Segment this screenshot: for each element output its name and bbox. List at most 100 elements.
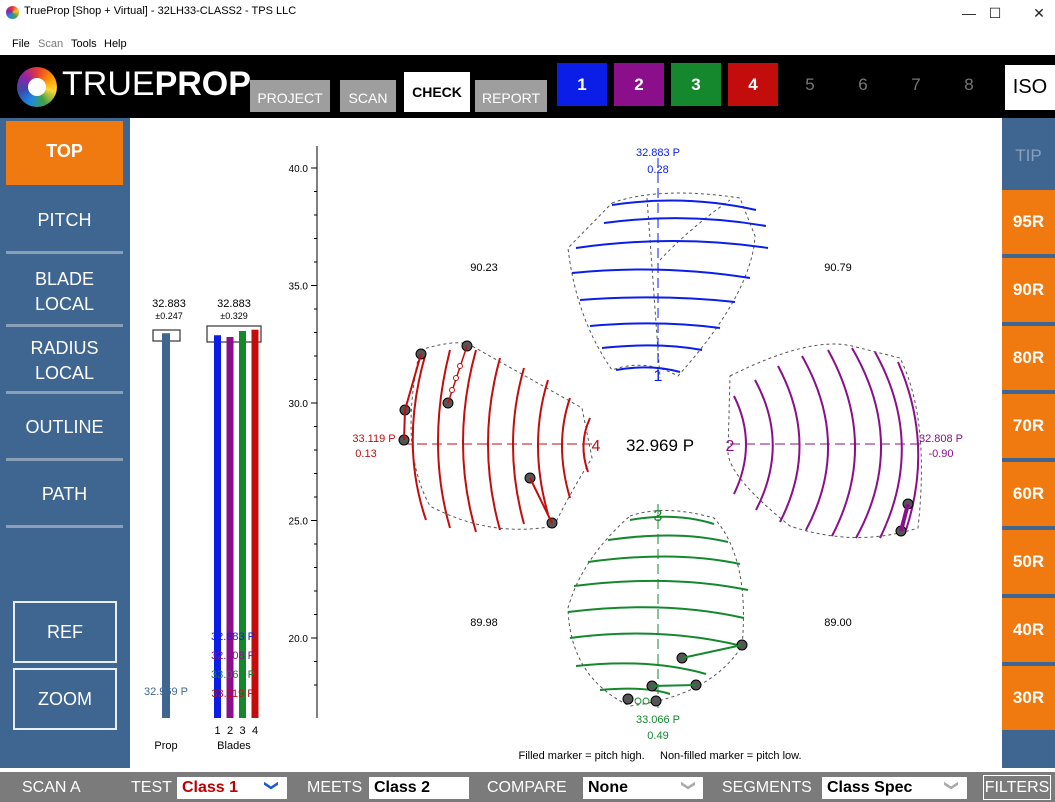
scan-label: SCAN A bbox=[22, 779, 81, 796]
iso-view-button[interactable]: ISO bbox=[1005, 65, 1055, 110]
blade-tick-2: 2 bbox=[227, 725, 233, 737]
blade-2-button[interactable]: 2 bbox=[614, 63, 664, 106]
radius-95r-button[interactable]: 95R bbox=[1002, 190, 1055, 254]
blade-1-pitch: 32.883 P bbox=[636, 147, 680, 159]
nav-pitch[interactable]: PITCH bbox=[6, 190, 123, 254]
menu-tools[interactable]: Tools bbox=[71, 38, 97, 50]
radius-70r-button[interactable]: 70R bbox=[1002, 394, 1055, 458]
radius-30r-button[interactable]: 30R bbox=[1002, 666, 1055, 730]
compare-chevron-down-icon[interactable]: ❯ bbox=[681, 779, 698, 792]
nav-blade-local[interactable]: BLADE LOCAL bbox=[6, 259, 123, 327]
blade-2-pitch: 32.808 P bbox=[919, 433, 963, 445]
radius-40r-button[interactable]: 40R bbox=[1002, 598, 1055, 662]
blade-4-number: 4 bbox=[592, 438, 601, 455]
nav-radius-local-line2: LOCAL bbox=[34, 362, 95, 383]
menu-scan[interactable]: Scan bbox=[38, 38, 64, 50]
y-tick-label: 35.0 bbox=[289, 282, 309, 293]
blade-4-rake: 0.13 bbox=[355, 448, 376, 460]
radius-80r-button[interactable]: 80R bbox=[1002, 326, 1055, 390]
blade-3-button[interactable]: 3 bbox=[671, 63, 721, 106]
blade-2-number: 2 bbox=[726, 438, 735, 455]
menu-help[interactable]: Help bbox=[104, 38, 127, 50]
blade-7-button[interactable]: 7 bbox=[911, 75, 921, 94]
blade-tick-1: 1 bbox=[214, 725, 220, 737]
blade-value-labels: 32.883 P 32.808 P 33.066 P 33.119 P bbox=[211, 631, 255, 700]
blade-2-outline: 2 bbox=[726, 343, 922, 539]
compare-label: COMPARE bbox=[487, 779, 567, 796]
tab-project[interactable]: PROJECT bbox=[250, 80, 330, 112]
zoom-button[interactable]: ZOOM bbox=[13, 668, 117, 730]
segments-select[interactable]: Class Spec bbox=[822, 777, 967, 799]
tab-check[interactable]: CHECK bbox=[404, 72, 470, 112]
y-tick-label: 20.0 bbox=[289, 634, 309, 645]
blade-5-button[interactable]: 5 bbox=[805, 75, 815, 94]
status-bar: SCAN A TEST Class 1 ❯ MEETS Class 2 COMP… bbox=[0, 772, 1055, 802]
maximize-button[interactable]: ☐ bbox=[988, 5, 1002, 21]
radius-50r-button[interactable]: 50R bbox=[1002, 530, 1055, 594]
marker-footnote: Filled marker = pitch high. Non-filled m… bbox=[518, 750, 801, 762]
tab-scan[interactable]: SCAN bbox=[340, 80, 396, 112]
blade-4-button[interactable]: 4 bbox=[728, 63, 778, 106]
blade-3-pitch: 33.066 P bbox=[636, 714, 680, 726]
blade-3-number: 3 bbox=[654, 508, 663, 525]
nav-top[interactable]: TOP bbox=[6, 121, 123, 185]
spacing-2-3: 89.00 bbox=[824, 617, 852, 629]
y-tick-label: 25.0 bbox=[289, 517, 309, 528]
center-pitch-label: 32.969 P bbox=[626, 436, 694, 455]
blade-4-bar bbox=[251, 329, 259, 718]
test-chevron-down-icon[interactable]: ❯ bbox=[264, 779, 281, 792]
prop-tolerance: ±0.247 bbox=[155, 311, 182, 321]
y-tick-label: 40.0 bbox=[289, 164, 309, 175]
left-nav: TOP PITCH BLADE LOCAL RADIUS LOCAL OUTLI… bbox=[0, 118, 130, 768]
spacing-3-4: 89.98 bbox=[470, 617, 498, 629]
prop-xlabel: Prop bbox=[154, 740, 177, 752]
blade-1-number: 1 bbox=[654, 368, 663, 385]
segments-label: SEGMENTS bbox=[722, 779, 812, 796]
blade-2-bar bbox=[226, 337, 234, 718]
blade-1-value-label: 32.883 P bbox=[211, 631, 255, 643]
app-icon bbox=[6, 6, 19, 19]
blade-bars bbox=[214, 329, 259, 718]
test-select[interactable]: Class 1 bbox=[177, 777, 287, 799]
blade-3-value-label: 33.066 P bbox=[211, 669, 255, 681]
blade-6-button[interactable]: 6 bbox=[858, 75, 868, 94]
blade-1-button[interactable]: 1 bbox=[557, 63, 607, 106]
nav-blade-local-line1: BLADE bbox=[34, 269, 95, 290]
trueprop-logo-icon bbox=[17, 67, 57, 107]
blade-2-rake: -0.90 bbox=[928, 448, 953, 460]
radius-90r-button[interactable]: 90R bbox=[1002, 258, 1055, 322]
blade-1-rake: 0.28 bbox=[647, 164, 668, 176]
blades-tolerance: ±0.329 bbox=[220, 311, 247, 321]
blade-3-bar bbox=[239, 330, 246, 718]
nav-path[interactable]: PATH bbox=[6, 464, 123, 528]
title-bar: TrueProp [Shop + Virtual] - 32LH33-CLASS… bbox=[0, 0, 1055, 34]
nav-blade-local-line2: LOCAL bbox=[34, 293, 95, 314]
nav-outline[interactable]: OUTLINE bbox=[6, 397, 123, 461]
app-header: TRUEPROPTM PROJECT SCAN CHECK REPORT 1 2… bbox=[0, 55, 1055, 118]
radius-60r-button[interactable]: 60R bbox=[1002, 462, 1055, 526]
ref-button[interactable]: REF bbox=[13, 601, 117, 663]
minimize-button[interactable]: — bbox=[962, 5, 976, 21]
meets-field: Class 2 bbox=[369, 777, 469, 799]
radius-tip-button[interactable]: TIP bbox=[1002, 124, 1055, 188]
blade-4-value-label: 33.119 P bbox=[211, 688, 254, 700]
tab-report[interactable]: REPORT bbox=[475, 80, 547, 112]
compare-select[interactable]: None bbox=[583, 777, 703, 799]
right-nav: TIP 95R 90R 80R 70R 60R 50R 40R 30R bbox=[1002, 118, 1055, 768]
nav-radius-local-line1: RADIUS bbox=[30, 338, 99, 359]
filters-button[interactable]: FILTERS bbox=[983, 775, 1051, 800]
blade-8-button[interactable]: 8 bbox=[964, 75, 974, 94]
blades-top-value: 32.883 bbox=[217, 298, 251, 310]
nav-radius-local[interactable]: RADIUS LOCAL bbox=[6, 330, 123, 394]
spacing-1-2: 90.79 bbox=[824, 262, 852, 274]
prop-top-value: 32.883 bbox=[152, 298, 186, 310]
y-axis-ticks: 40.0 35.0 30.0 25.0 20.0 bbox=[289, 164, 317, 686]
trueprop-logo: TRUEPROPTM bbox=[62, 65, 262, 103]
segments-chevron-down-icon[interactable]: ❯ bbox=[944, 779, 961, 792]
blade-tick-4: 4 bbox=[252, 725, 258, 737]
blade-1-outline: 1 bbox=[567, 158, 769, 385]
close-button[interactable]: ✕ bbox=[1033, 5, 1045, 21]
blade-2-value-label: 32.808 P bbox=[211, 650, 255, 662]
menu-file[interactable]: File bbox=[12, 38, 30, 50]
